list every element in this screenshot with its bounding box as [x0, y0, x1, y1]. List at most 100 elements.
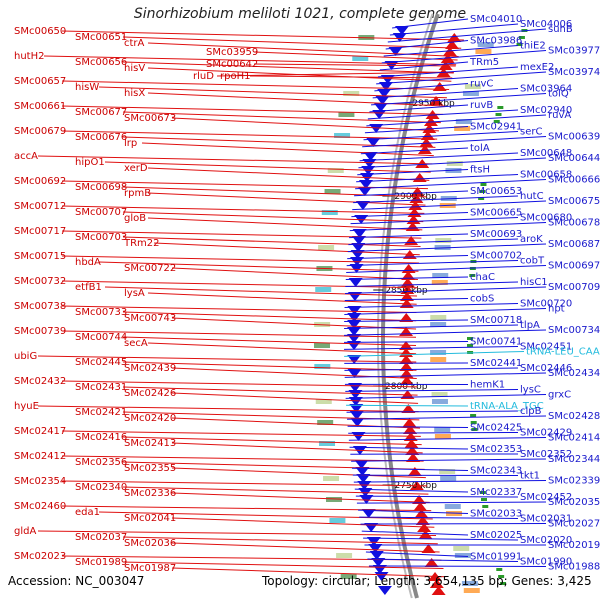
- reverse-gene-arrow: [354, 460, 369, 469]
- reverse-gene-arrow: [369, 551, 384, 560]
- leader-line: [61, 330, 417, 338]
- leader-line: [37, 155, 433, 165]
- leader-line: [122, 186, 427, 198]
- gene-label-reverse: SMc00653: [470, 186, 522, 197]
- leader-line: [348, 238, 519, 246]
- orf-marker: [495, 113, 502, 116]
- gene-label-reverse: SMc00687: [548, 239, 600, 250]
- forward-gene-arrow: [417, 523, 432, 532]
- gene-label-reverse: SMc02940: [520, 105, 572, 116]
- leader-line: [344, 319, 469, 322]
- orf-marker: [480, 498, 487, 501]
- leader-line: [352, 200, 547, 211]
- gene-label-reverse: SMc02337: [470, 487, 522, 498]
- gene-label-forward: ctrA: [124, 38, 145, 49]
- cds-block: [327, 168, 344, 173]
- gene-label-reverse: tolQ: [548, 89, 569, 100]
- orf-marker: [479, 491, 486, 494]
- reverse-gene-arrow: [349, 404, 364, 413]
- gene-label-forward: rpmB: [124, 188, 151, 199]
- cds-block: [431, 392, 448, 397]
- leader-line: [381, 50, 547, 64]
- cds-block: [434, 427, 451, 432]
- gene-label-reverse: SMc02343: [470, 466, 522, 477]
- cds-block: [464, 84, 481, 89]
- reverse-gene-arrow: [372, 110, 387, 119]
- leader-line: [358, 509, 469, 514]
- leader-line: [347, 415, 547, 420]
- forward-gene-arrow: [404, 236, 419, 245]
- leader-line: [61, 180, 428, 190]
- gene-label-reverse: ftsH: [470, 165, 490, 176]
- gene-label-reverse: hemK1: [470, 380, 505, 391]
- gene-label-forward: rpoH1: [220, 71, 250, 82]
- gene-label-reverse: cobS: [470, 294, 494, 305]
- gene-label-reverse: SMc00648: [520, 148, 572, 159]
- leader-line: [348, 432, 519, 434]
- leader-line: [344, 346, 519, 350]
- gene-label-forward: SMc02460: [14, 501, 66, 512]
- leader-line: [147, 42, 459, 58]
- forward-gene-arrow: [399, 376, 414, 385]
- reverse-gene-arrow: [388, 47, 403, 56]
- gene-label-forward: ubiG: [14, 351, 37, 362]
- leader-line: [122, 386, 418, 396]
- cds-block: [463, 588, 480, 593]
- leader-line: [147, 167, 430, 181]
- gene-label-reverse: SMc00741: [470, 337, 522, 348]
- gene-label-reverse: SMc00658: [520, 170, 572, 181]
- gene-label-forward: SMc00743: [124, 313, 176, 324]
- gene-label-reverse: chaC: [470, 272, 495, 283]
- reverse-gene-arrow: [394, 26, 409, 35]
- gene-label-reverse: SMc02019: [548, 540, 600, 551]
- leader-line: [171, 117, 439, 132]
- orf-marker: [467, 344, 474, 347]
- gene-label-reverse: lysC: [520, 385, 541, 396]
- cds-block: [352, 56, 369, 61]
- gene-label-forward: SMc00673: [124, 113, 176, 124]
- reverse-gene-arrow: [347, 369, 362, 378]
- cds-block: [317, 420, 334, 425]
- gene-label-forward: eda1: [75, 507, 100, 518]
- leader-line: [346, 265, 547, 274]
- gene-label-reverse: SMc00665: [470, 208, 522, 219]
- gene-label-reverse: SMc00675: [548, 196, 600, 207]
- leader-line: [367, 558, 519, 562]
- reverse-gene-arrow: [361, 509, 376, 518]
- gene-label-reverse: SMc03986: [470, 36, 522, 47]
- scale-tick-label: 2850 kbp: [385, 286, 428, 296]
- gene-label-forward: hipO1: [75, 157, 105, 168]
- gene-label-reverse: SMc00644: [548, 153, 600, 164]
- gene-label-reverse: SMc03977: [548, 46, 600, 57]
- leader-line: [354, 488, 469, 493]
- gene-label-reverse: SMc02414: [548, 433, 600, 444]
- leader-line: [104, 161, 431, 173]
- cds-block: [454, 553, 471, 558]
- leader-line: [122, 561, 444, 569]
- leader-line: [360, 147, 469, 155]
- gene-label-forward: hutH2: [14, 51, 44, 62]
- leader-line: [171, 317, 417, 330]
- cds-block: [321, 210, 338, 215]
- leader-line: [349, 446, 469, 450]
- leader-line: [367, 109, 519, 120]
- cds-block: [430, 350, 447, 355]
- forward-gene-arrow: [399, 362, 414, 371]
- gene-label-forward: etfB1: [75, 282, 102, 293]
- gene-label-forward: lysA: [124, 288, 145, 299]
- gene-label-forward: gloB: [124, 213, 146, 224]
- leader-line: [363, 537, 519, 541]
- leader-line: [355, 179, 547, 190]
- leader-line: [363, 131, 519, 141]
- gene-label-forward: lrp: [124, 138, 137, 149]
- gene-label-forward: hisX: [124, 88, 145, 99]
- leader-line: [61, 105, 443, 115]
- cds-block: [334, 133, 351, 138]
- gene-label-forward: hbdA: [75, 257, 101, 268]
- leader-line: [122, 486, 429, 495]
- leader-line: [372, 88, 519, 99]
- gene-label-reverse: SMc03974: [548, 67, 600, 78]
- orf-marker: [470, 414, 477, 417]
- forward-gene-arrow: [415, 516, 430, 525]
- gene-label-forward: SMc00677: [75, 107, 127, 118]
